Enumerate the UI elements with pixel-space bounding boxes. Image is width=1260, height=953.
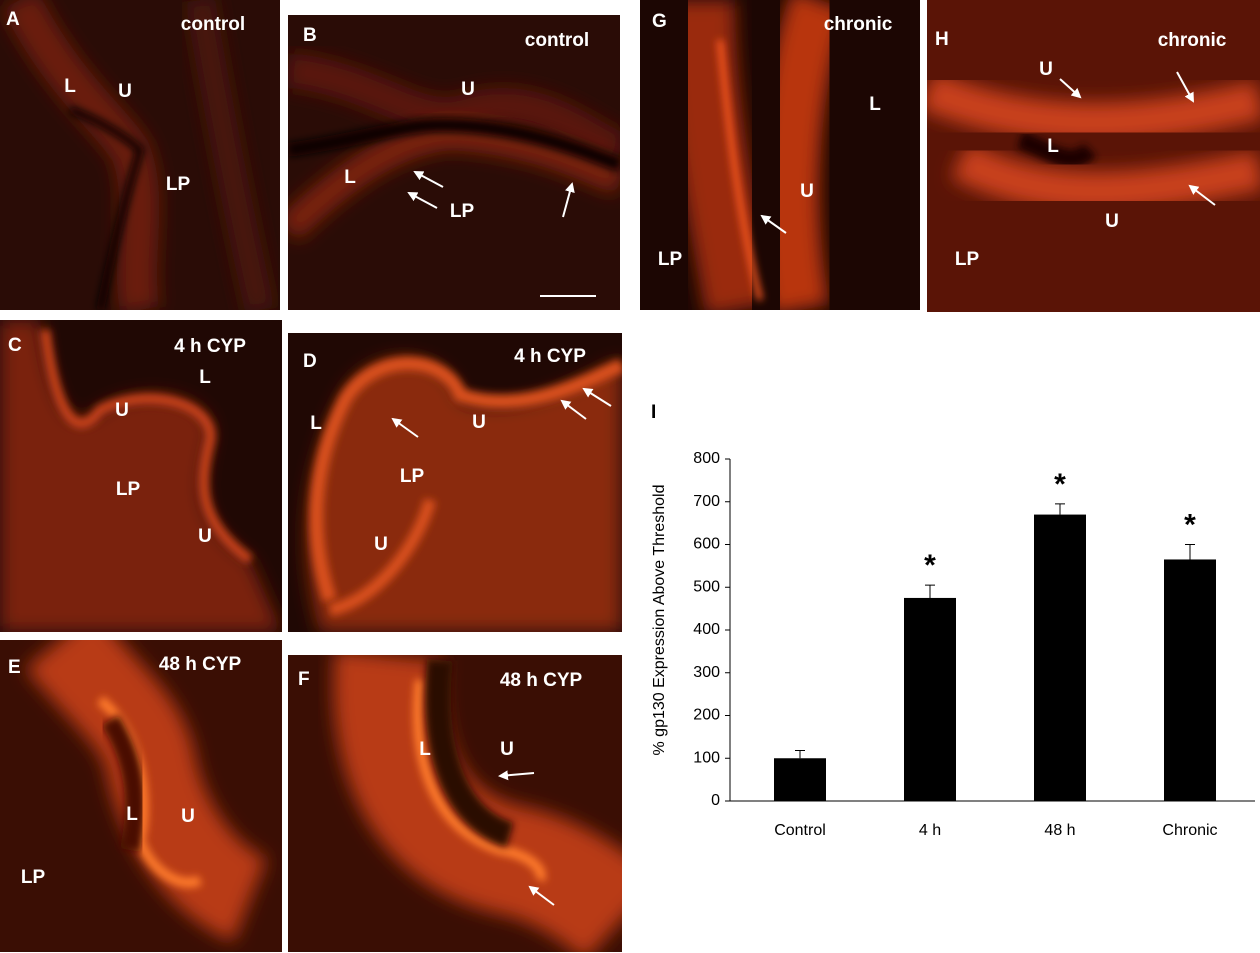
region-label: L — [310, 413, 322, 434]
condition-label: 48 h CYP — [159, 654, 242, 675]
y-tick-label: 600 — [693, 536, 720, 553]
condition-label: control — [181, 14, 245, 35]
arrow — [407, 192, 438, 209]
condition-label: 48 h CYP — [500, 670, 583, 691]
error-bar — [795, 750, 805, 759]
region-label: L — [64, 76, 76, 97]
x-tick-label: 4 h — [919, 822, 941, 839]
panel-letter: F — [298, 669, 310, 690]
y-tick-label: 0 — [711, 792, 720, 809]
micrograph-a — [0, 0, 280, 310]
region-label: L — [126, 804, 138, 825]
condition-label: 4 h CYP — [514, 346, 586, 367]
significance-mark: * — [1054, 468, 1066, 501]
y-axis-label: % gp130 Expression Above Threshold — [651, 485, 668, 756]
region-label: LP — [21, 867, 46, 888]
region-label: LP — [400, 466, 425, 487]
x-tick-label: 48 h — [1044, 822, 1075, 839]
arrow — [562, 182, 575, 218]
significance-mark: * — [1184, 508, 1196, 541]
bar — [904, 597, 956, 801]
region-label: L — [344, 167, 356, 188]
y-tick-label: 200 — [693, 707, 720, 724]
arrow — [413, 171, 444, 188]
micrograph-d — [288, 333, 622, 632]
arrow — [1059, 78, 1082, 99]
region-label: U — [800, 181, 814, 202]
arrow — [1176, 71, 1194, 103]
region-label: U — [461, 79, 475, 100]
y-tick-label: 300 — [693, 664, 720, 681]
y-tick-label: 800 — [693, 450, 720, 467]
condition-label: chronic — [1158, 30, 1227, 51]
region-label: LP — [955, 249, 980, 270]
region-label: U — [1105, 211, 1119, 232]
bar — [774, 758, 826, 801]
region-label: L — [1047, 136, 1059, 157]
region-label: U — [198, 526, 212, 547]
region-label: L — [419, 739, 431, 760]
region-label: U — [115, 400, 129, 421]
arrow — [391, 417, 419, 438]
arrow — [528, 885, 555, 906]
micrograph-b — [288, 15, 620, 310]
region-label: L — [869, 94, 881, 115]
panel-letter: I — [651, 402, 656, 423]
panel-letter: D — [303, 351, 317, 372]
region-label: LP — [658, 249, 683, 270]
region-label: U — [472, 412, 486, 433]
x-tick-label: Chronic — [1162, 822, 1217, 839]
region-label: U — [500, 739, 514, 760]
arrows — [391, 71, 1216, 906]
error-bar — [1055, 503, 1065, 515]
significance-mark: * — [924, 549, 936, 582]
micrograph-e — [0, 640, 282, 952]
region-label: LP — [450, 201, 475, 222]
region-label: U — [1039, 59, 1053, 80]
arrow — [760, 214, 787, 234]
error-bar — [925, 584, 935, 598]
y-tick-label: 100 — [693, 749, 720, 766]
condition-label: chronic — [824, 14, 893, 35]
panel-letter: H — [935, 29, 949, 50]
bar — [1164, 559, 1216, 801]
region-label: U — [374, 534, 388, 555]
micrograph-g — [640, 0, 920, 310]
panel-letter: G — [652, 11, 667, 32]
micrograph-f — [288, 655, 622, 952]
micrograph-h — [927, 0, 1260, 312]
region-label: L — [199, 367, 211, 388]
panel-letter: A — [6, 9, 20, 30]
micrograph-c — [0, 320, 282, 632]
y-tick-label: 700 — [693, 493, 720, 510]
region-label: LP — [116, 479, 141, 500]
panel-letter: E — [8, 657, 21, 678]
y-tick-label: 500 — [693, 578, 720, 595]
region-label: U — [118, 81, 132, 102]
arrow — [498, 770, 535, 781]
arrow — [1188, 184, 1216, 206]
error-bar — [1185, 544, 1195, 560]
arrow — [582, 387, 612, 407]
condition-label: control — [525, 30, 589, 51]
arrow — [560, 399, 587, 420]
y-tick-label: 400 — [693, 621, 720, 638]
panel-letter: B — [303, 25, 317, 46]
bar — [1034, 514, 1086, 801]
region-label: U — [181, 806, 195, 827]
panel-letter: C — [8, 335, 22, 356]
region-label: LP — [166, 174, 191, 195]
condition-label: 4 h CYP — [174, 336, 246, 357]
x-tick-label: Control — [774, 822, 826, 839]
